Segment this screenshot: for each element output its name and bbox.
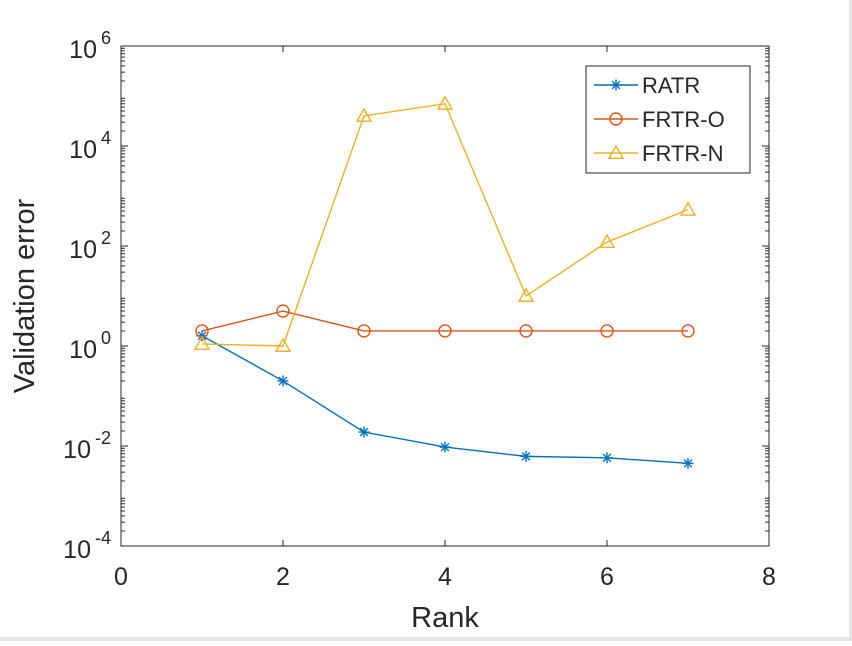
y-tick-exponent: -4 — [95, 528, 111, 548]
legend: RATR FRTR-O FRTR-N — [586, 66, 750, 173]
data-point-marker — [278, 375, 289, 386]
x-tick-labels: 0 2 4 6 8 — [114, 563, 776, 591]
data-point-marker — [602, 452, 613, 463]
x-tick-label: 8 — [762, 563, 776, 591]
legend-label: FRTR-N — [642, 141, 723, 166]
y-axis-label: Validation error — [9, 198, 41, 393]
data-point-marker — [521, 451, 532, 462]
x-tick-label: 4 — [438, 563, 452, 591]
data-point-marker — [683, 458, 694, 469]
y-tick-exponent: 4 — [101, 128, 111, 148]
y-tick-exponent: 6 — [101, 28, 111, 48]
x-tick-label: 0 — [114, 563, 128, 591]
legend-label: FRTR-O — [642, 107, 725, 132]
x-axis-label: Rank — [411, 602, 479, 634]
window-edge-bottom — [0, 637, 852, 641]
y-tick-label: 10-4 — [63, 528, 111, 564]
legend-label: RATR — [642, 73, 700, 98]
y-tick-label: 10-2 — [63, 428, 111, 464]
x-tick-label: 6 — [600, 563, 614, 591]
x-tick-label: 2 — [276, 563, 290, 591]
data-point-marker — [359, 427, 370, 438]
y-tick-exponent: 0 — [101, 328, 111, 348]
y-tick-exponent: -2 — [95, 428, 111, 448]
y-tick-exponent: 2 — [101, 228, 111, 248]
data-point-marker — [440, 442, 451, 453]
data-point-marker — [611, 80, 622, 91]
